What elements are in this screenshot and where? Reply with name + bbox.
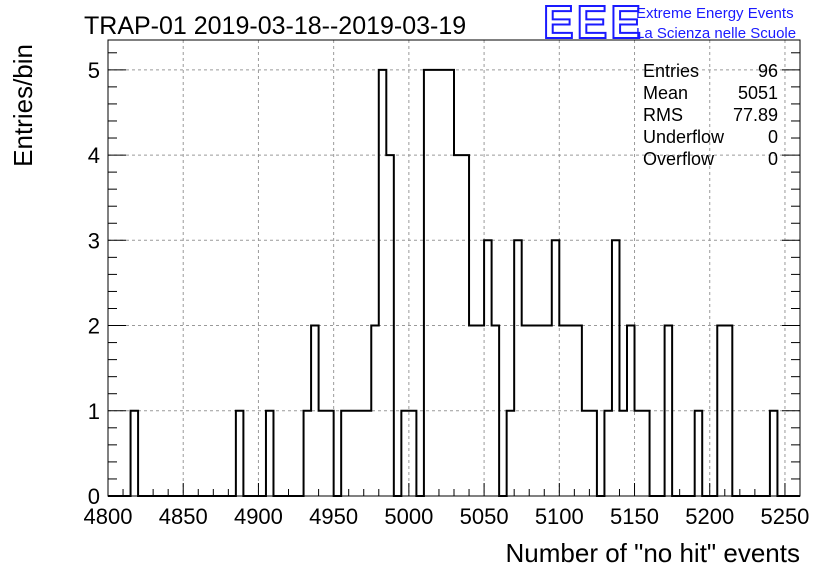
- x-tick-label: 4800: [84, 504, 133, 529]
- y-tick-label: 0: [88, 484, 100, 509]
- histogram-bin: [304, 411, 312, 496]
- histogram-bin: [349, 411, 357, 496]
- stats-box: Entries 96 Mean 5051 RMS 77.89 Underflow 0 Overf…: [643, 61, 778, 169]
- y-tick-label: 1: [88, 399, 100, 424]
- eee-logo-line1: Extreme Energy Events: [636, 5, 794, 22]
- stats-value: 5051: [738, 83, 778, 103]
- histogram-bin: [401, 411, 409, 496]
- histogram-bin: [582, 411, 590, 496]
- x-tick-label: 4900: [234, 504, 283, 529]
- eee-logo-line2: La Scienza nelle Scuole: [636, 25, 796, 42]
- histogram-bin: [642, 411, 650, 496]
- x-tick-label: 5000: [384, 504, 433, 529]
- x-tick-label: 4950: [309, 504, 358, 529]
- histogram-bin: [319, 411, 327, 496]
- histogram-bin: [635, 411, 643, 496]
- chart-title: TRAP-01 2019-03-18--2019-03-19: [84, 12, 466, 40]
- histogram-bin: [484, 240, 492, 496]
- x-tick-label: 5100: [535, 504, 584, 529]
- histogram-bin: [589, 411, 597, 496]
- histogram-bin: [695, 411, 703, 496]
- x-tick-label: 5050: [460, 504, 509, 529]
- histogram-bin: [356, 411, 364, 496]
- histogram-bin: [236, 411, 244, 496]
- stats-value: 0: [768, 127, 778, 147]
- histogram-bin: [604, 411, 612, 496]
- y-tick-label: 2: [88, 314, 100, 339]
- grid-lines: [107, 40, 800, 497]
- x-tick-label: 5250: [760, 504, 809, 529]
- histogram-bin: [266, 411, 274, 496]
- histogram-bin: [364, 411, 372, 496]
- axis-ticks: [107, 52, 801, 497]
- y-tick-label: 4: [88, 143, 100, 168]
- stats-label: Mean: [643, 83, 688, 103]
- eee-logo: EEE Extreme Energy Events La Scienza nel…: [542, 0, 796, 49]
- stats-value: 96: [758, 61, 778, 81]
- histogram-bin: [424, 70, 432, 496]
- histogram-bin: [409, 411, 417, 496]
- x-tick-label: 4850: [159, 504, 208, 529]
- stats-label: Underflow: [643, 127, 725, 147]
- stats-label: RMS: [643, 105, 683, 125]
- stats-value: 77.89: [733, 105, 778, 125]
- stats-label: Overflow: [643, 149, 715, 169]
- eee-logo-mark: EEE: [543, 0, 644, 48]
- stats-value: 0: [768, 149, 778, 169]
- y-tick-labels: 0 1 2 3 4 5: [88, 58, 100, 509]
- histogram-bin: [770, 411, 778, 496]
- histogram-bin: [612, 240, 620, 496]
- histogram-bin: [379, 70, 387, 496]
- y-tick-label: 3: [88, 228, 100, 253]
- histogram-bin: [507, 411, 515, 496]
- histogram-bin: [439, 70, 447, 496]
- histogram-bin: [619, 411, 627, 496]
- y-axis-label: Entries/bin: [8, 44, 38, 167]
- histogram-bin: [131, 411, 139, 496]
- x-tick-label: 5150: [610, 504, 659, 529]
- x-axis-label: Number of "no hit" events: [506, 538, 801, 568]
- histogram-bin: [552, 240, 560, 496]
- histogram-bin: [446, 70, 454, 496]
- histogram-bin: [514, 240, 522, 496]
- x-tick-label: 5200: [685, 504, 734, 529]
- y-tick-label: 5: [88, 58, 100, 83]
- histogram-bin: [341, 411, 349, 496]
- histogram-bin: [326, 411, 334, 496]
- stats-label: Entries: [643, 61, 699, 81]
- histogram-bin: [431, 70, 439, 496]
- x-tick-labels: 4800 4850 4900 4950 5000 5050 5100 5150 5200 5250: [84, 504, 810, 529]
